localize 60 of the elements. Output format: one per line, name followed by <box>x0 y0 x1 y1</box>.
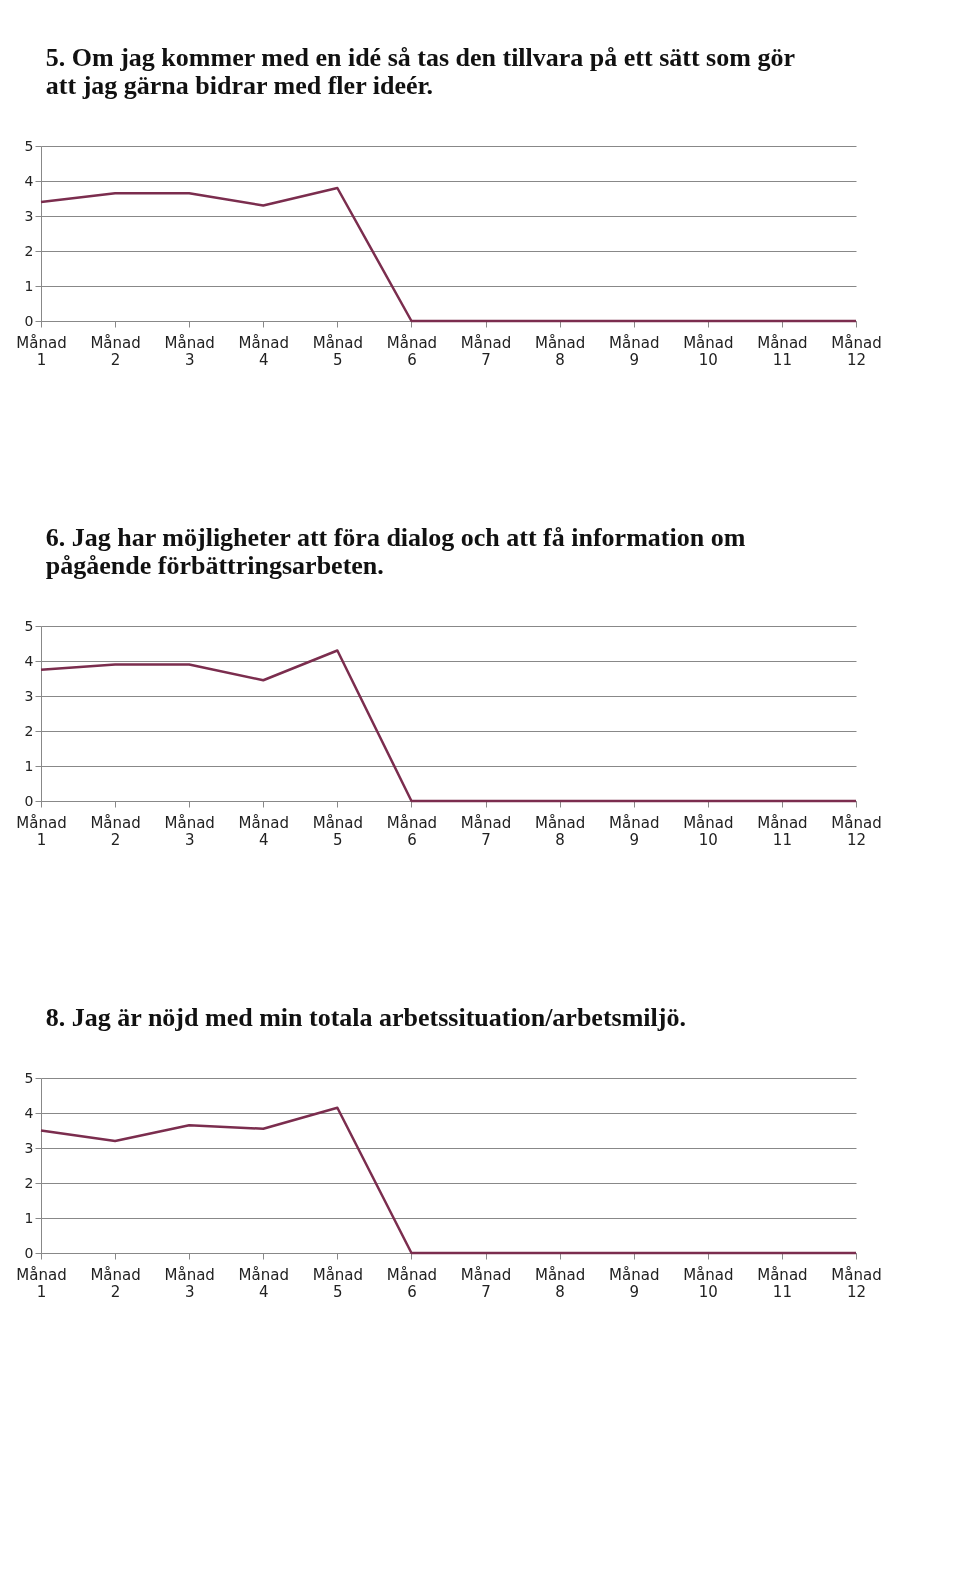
x-tick-label: Månad 4 <box>238 1265 289 1301</box>
x-tick-label: Månad 11 <box>757 333 808 369</box>
x-tick-label: Månad 10 <box>683 1265 734 1301</box>
x-tick-label: Månad 8 <box>534 1265 586 1301</box>
y-tick-label: 5 <box>24 1069 34 1086</box>
x-tick-label: Månad 9 <box>609 813 660 849</box>
y-tick-label: 4 <box>24 172 34 189</box>
x-tick-label: Månad 2 <box>90 333 141 369</box>
y-tick-label: 2 <box>24 242 34 259</box>
y-tick-label: 4 <box>24 1104 34 1121</box>
x-tick-label: Månad 6 <box>386 1265 438 1301</box>
x-tick-label: Månad 3 <box>164 333 215 369</box>
y-tick-label: 3 <box>24 207 34 224</box>
x-tick-label: Månad 1 <box>16 1265 67 1301</box>
y-tick-label: 4 <box>24 652 34 669</box>
x-tick-label: Månad 4 <box>238 813 289 849</box>
x-tick-label: Månad 10 <box>683 333 734 369</box>
y-tick-label: 3 <box>24 687 34 704</box>
y-tick-label: 1 <box>24 757 34 774</box>
y-tick-label: 5 <box>24 137 34 154</box>
x-tick-label: Månad 9 <box>609 333 660 369</box>
y-tick-label: 1 <box>24 277 34 294</box>
y-tick-label: 5 <box>24 617 34 634</box>
chart-title: 6. Jag har möjligheter att föra dialog och att få information om pågående förbättringsarbeten. <box>45 523 746 580</box>
y-tick-label: 0 <box>24 792 34 809</box>
x-tick-label: Månad 7 <box>460 333 512 369</box>
x-tick-label: Månad 11 <box>757 1265 808 1301</box>
chart-title: 8. Jag är nöjd med min totala arbetssituation/arbetsmiljö. <box>45 1003 686 1032</box>
x-tick-label: Månad 12 <box>831 813 882 849</box>
x-tick-label: Månad 8 <box>534 333 586 369</box>
x-tick-label: Månad 2 <box>90 813 141 849</box>
x-tick-label: Månad 6 <box>386 333 438 369</box>
x-tick-label: Månad 1 <box>16 333 67 369</box>
chart-title: 5. Om jag kommer med en idé så tas den tillvara på ett sätt som gör att jag gärna bidrar med fler ideér. <box>45 43 795 100</box>
y-tick-label: 0 <box>24 1244 34 1261</box>
y-tick-label: 0 <box>24 312 34 329</box>
x-tick-label: Månad 12 <box>831 1265 882 1301</box>
x-tick-label: Månad 9 <box>609 1265 660 1301</box>
line-series <box>39 649 858 803</box>
y-tick-label: 1 <box>24 1209 34 1226</box>
x-tick-label: Månad 11 <box>757 813 808 849</box>
x-tick-label: Månad 4 <box>238 333 289 369</box>
x-tick-label: Månad 1 <box>16 813 67 849</box>
line-series <box>39 186 858 323</box>
y-tick-label: 3 <box>24 1139 34 1156</box>
x-tick-label: Månad 6 <box>386 813 438 849</box>
line-series <box>39 1106 858 1255</box>
x-tick-label: Månad 8 <box>534 813 586 849</box>
x-tick-label: Månad 2 <box>90 1265 141 1301</box>
x-tick-label: Månad 5 <box>312 333 364 369</box>
y-tick-label: 2 <box>24 1174 34 1191</box>
x-tick-label: Månad 7 <box>460 1265 512 1301</box>
y-tick-label: 2 <box>24 722 34 739</box>
x-tick-label: Månad 10 <box>683 813 734 849</box>
x-tick-label: Månad 7 <box>460 813 512 849</box>
x-tick-label: Månad 12 <box>831 333 882 369</box>
x-tick-label: Månad 3 <box>164 1265 215 1301</box>
x-tick-label: Månad 3 <box>164 813 215 849</box>
x-tick-label: Månad 5 <box>312 1265 364 1301</box>
x-tick-label: Månad 5 <box>312 813 364 849</box>
